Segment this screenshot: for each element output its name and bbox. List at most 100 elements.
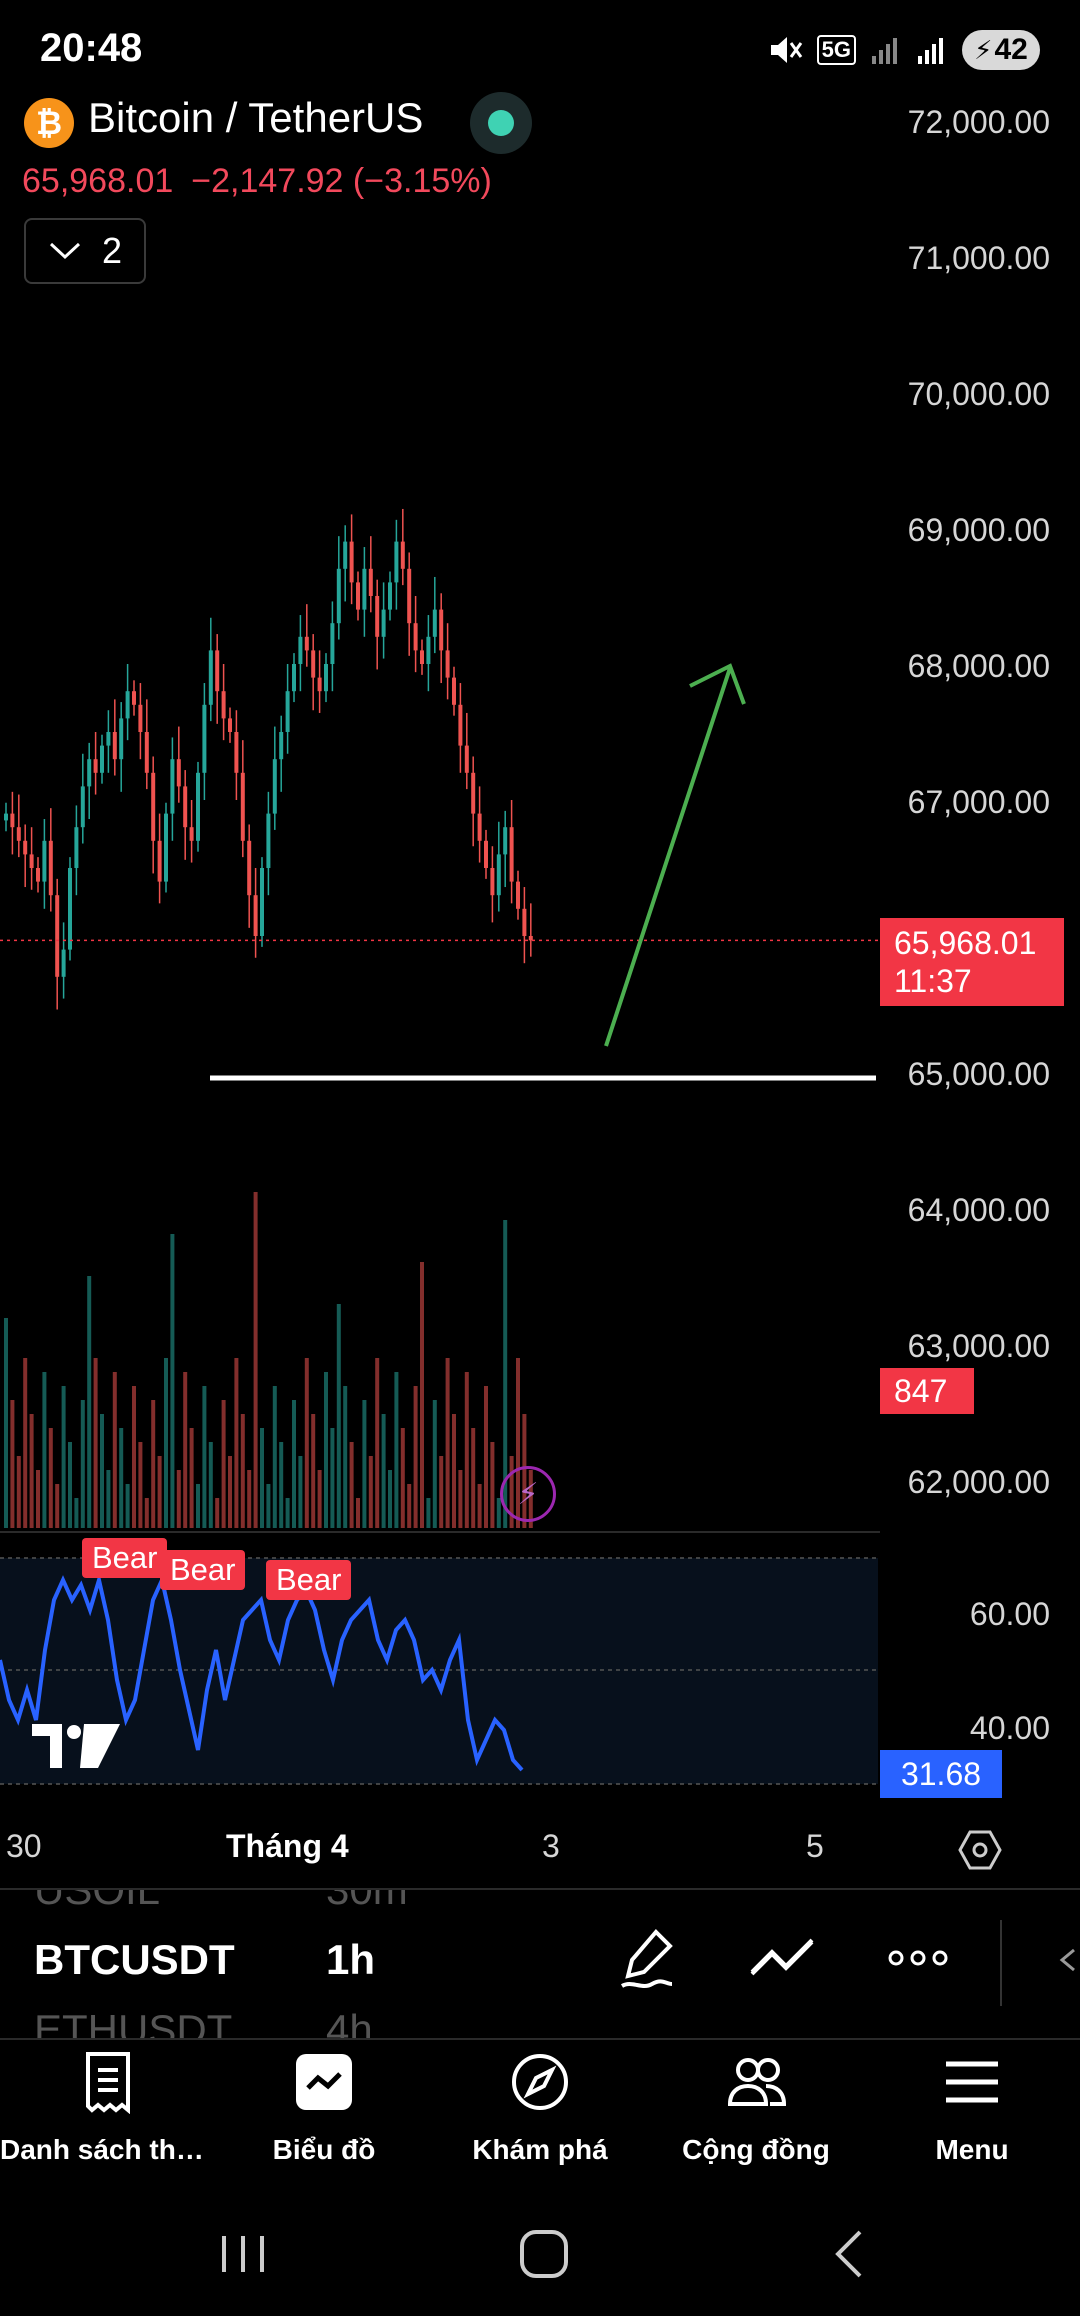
candle-body bbox=[151, 772, 156, 841]
status-time: 20:48 bbox=[40, 26, 143, 70]
candle-body bbox=[432, 609, 437, 637]
rsi-value-tag: 31.68 bbox=[880, 1750, 1002, 1798]
volume-bar bbox=[324, 1372, 328, 1528]
candle-body bbox=[228, 718, 232, 732]
candle-body bbox=[74, 827, 79, 868]
back-icon[interactable] bbox=[826, 2220, 870, 2286]
volume-bar bbox=[368, 1456, 373, 1528]
recent-apps-icon[interactable] bbox=[218, 2220, 268, 2286]
candle-body bbox=[234, 732, 239, 773]
volume-bar bbox=[292, 1400, 296, 1528]
symbol-title[interactable]: Bitcoin / TetherUS bbox=[88, 94, 424, 141]
candle-body bbox=[298, 636, 303, 664]
home-button-icon[interactable] bbox=[516, 2220, 572, 2286]
price-line: 65,968.01 −2,147.92 (−3.15%) bbox=[22, 162, 510, 201]
volume-bar bbox=[176, 1470, 181, 1528]
volume-bar bbox=[189, 1428, 194, 1528]
nav-label: Danh sách theo... bbox=[0, 2134, 216, 2165]
candle-body bbox=[368, 568, 373, 596]
candle-body bbox=[471, 772, 476, 814]
volume-bar bbox=[426, 1498, 431, 1528]
symbol-timeframe-picker[interactable]: USOIL 30m BTCUSDT 1h ETHUSDT 4h bbox=[0, 1888, 1080, 2040]
rsi-axis-label: 60.00 bbox=[969, 1596, 1050, 1632]
volume-bar bbox=[349, 1442, 354, 1528]
candle-body bbox=[336, 568, 341, 624]
candle-body bbox=[400, 541, 405, 569]
candle-body bbox=[375, 596, 380, 637]
volume-bar bbox=[48, 1428, 53, 1528]
draw-pen-icon[interactable] bbox=[618, 1926, 678, 1992]
watchlist-icon bbox=[86, 2052, 130, 2114]
volume-bar bbox=[132, 1386, 136, 1528]
price-axis-label: 63,000.00 bbox=[907, 1328, 1050, 1364]
volume-bar bbox=[106, 1470, 111, 1528]
volume-bar bbox=[336, 1304, 341, 1528]
flash-button[interactable]: ⚡ bbox=[500, 1466, 556, 1522]
candle-body bbox=[266, 813, 271, 868]
candle-body bbox=[176, 759, 181, 787]
trend-arrow bbox=[604, 667, 732, 1047]
symbol-row[interactable]: USOIL 30m bbox=[34, 1888, 408, 1914]
candle-body bbox=[208, 650, 213, 705]
volume-bar bbox=[311, 1414, 316, 1528]
candle-body bbox=[100, 745, 104, 773]
charging-icon: ⚡ bbox=[974, 34, 993, 65]
candle-body bbox=[496, 854, 501, 896]
candle-body bbox=[260, 868, 264, 936]
candle-body bbox=[484, 840, 488, 868]
chart-icon bbox=[296, 2054, 352, 2110]
volume-bar bbox=[381, 1414, 386, 1528]
volume-bar bbox=[247, 1470, 252, 1528]
volume-bar bbox=[260, 1428, 264, 1528]
bitcoin-icon[interactable]: ₿ bbox=[24, 98, 74, 148]
candle-body bbox=[477, 813, 482, 841]
candle-body bbox=[125, 691, 130, 719]
timeframe: 30m bbox=[326, 1888, 408, 1913]
candle-body bbox=[68, 868, 72, 950]
timeframe: 4h bbox=[326, 2006, 373, 2040]
volume-bar bbox=[157, 1456, 162, 1528]
collapse-toolbar-icon[interactable] bbox=[1058, 1948, 1078, 1972]
candle-body bbox=[464, 745, 469, 773]
candle-body bbox=[23, 840, 28, 855]
bear-label: Bear bbox=[160, 1550, 246, 1590]
candle-body bbox=[388, 582, 392, 610]
chart-settings-icon[interactable] bbox=[958, 1828, 1002, 1872]
trend-arrow-head bbox=[689, 663, 746, 705]
volume-bar bbox=[87, 1276, 92, 1528]
candle-body bbox=[170, 759, 175, 814]
volume-bar bbox=[458, 1470, 463, 1528]
symbol-name: USOIL bbox=[34, 1888, 161, 1913]
drawing-tools-icon[interactable] bbox=[748, 1934, 818, 1984]
signal-icon bbox=[872, 38, 897, 64]
symbol-name: ETHUSDT bbox=[34, 2006, 233, 2040]
candle-body bbox=[196, 772, 200, 841]
volume-bar bbox=[420, 1262, 424, 1528]
chevron-down-icon bbox=[49, 242, 81, 260]
volume-bar bbox=[464, 1372, 469, 1528]
volume-bar bbox=[413, 1386, 418, 1528]
price-chart[interactable] bbox=[0, 0, 880, 1800]
market-status-indicator[interactable] bbox=[470, 92, 532, 154]
current-price-value: 65,968.01 bbox=[894, 925, 1037, 961]
volume-bar bbox=[151, 1400, 156, 1528]
symbol-row[interactable]: ETHUSDT 4h bbox=[34, 2006, 373, 2040]
volume-bar bbox=[61, 1386, 66, 1528]
volume-bar bbox=[388, 1470, 392, 1528]
candle-body bbox=[10, 813, 15, 828]
volume-bar bbox=[503, 1220, 508, 1528]
price-axis-label: 62,000.00 bbox=[907, 1464, 1050, 1500]
bear-label: Bear bbox=[266, 1560, 352, 1600]
candle-body bbox=[42, 840, 47, 882]
symbol-row-selected[interactable]: BTCUSDT 1h bbox=[34, 1936, 375, 1984]
nav-label: Menu bbox=[935, 2134, 1009, 2165]
candle-body bbox=[80, 786, 85, 828]
volume-bar bbox=[484, 1386, 488, 1528]
indicator-toggle-button[interactable]: 2 bbox=[24, 218, 146, 284]
volume-bar bbox=[68, 1442, 72, 1528]
volume-bar bbox=[170, 1234, 175, 1528]
volume-bar bbox=[29, 1414, 34, 1528]
more-options-icon[interactable] bbox=[888, 1948, 948, 1968]
volume-bar bbox=[375, 1358, 380, 1528]
volume-bar bbox=[125, 1484, 130, 1528]
